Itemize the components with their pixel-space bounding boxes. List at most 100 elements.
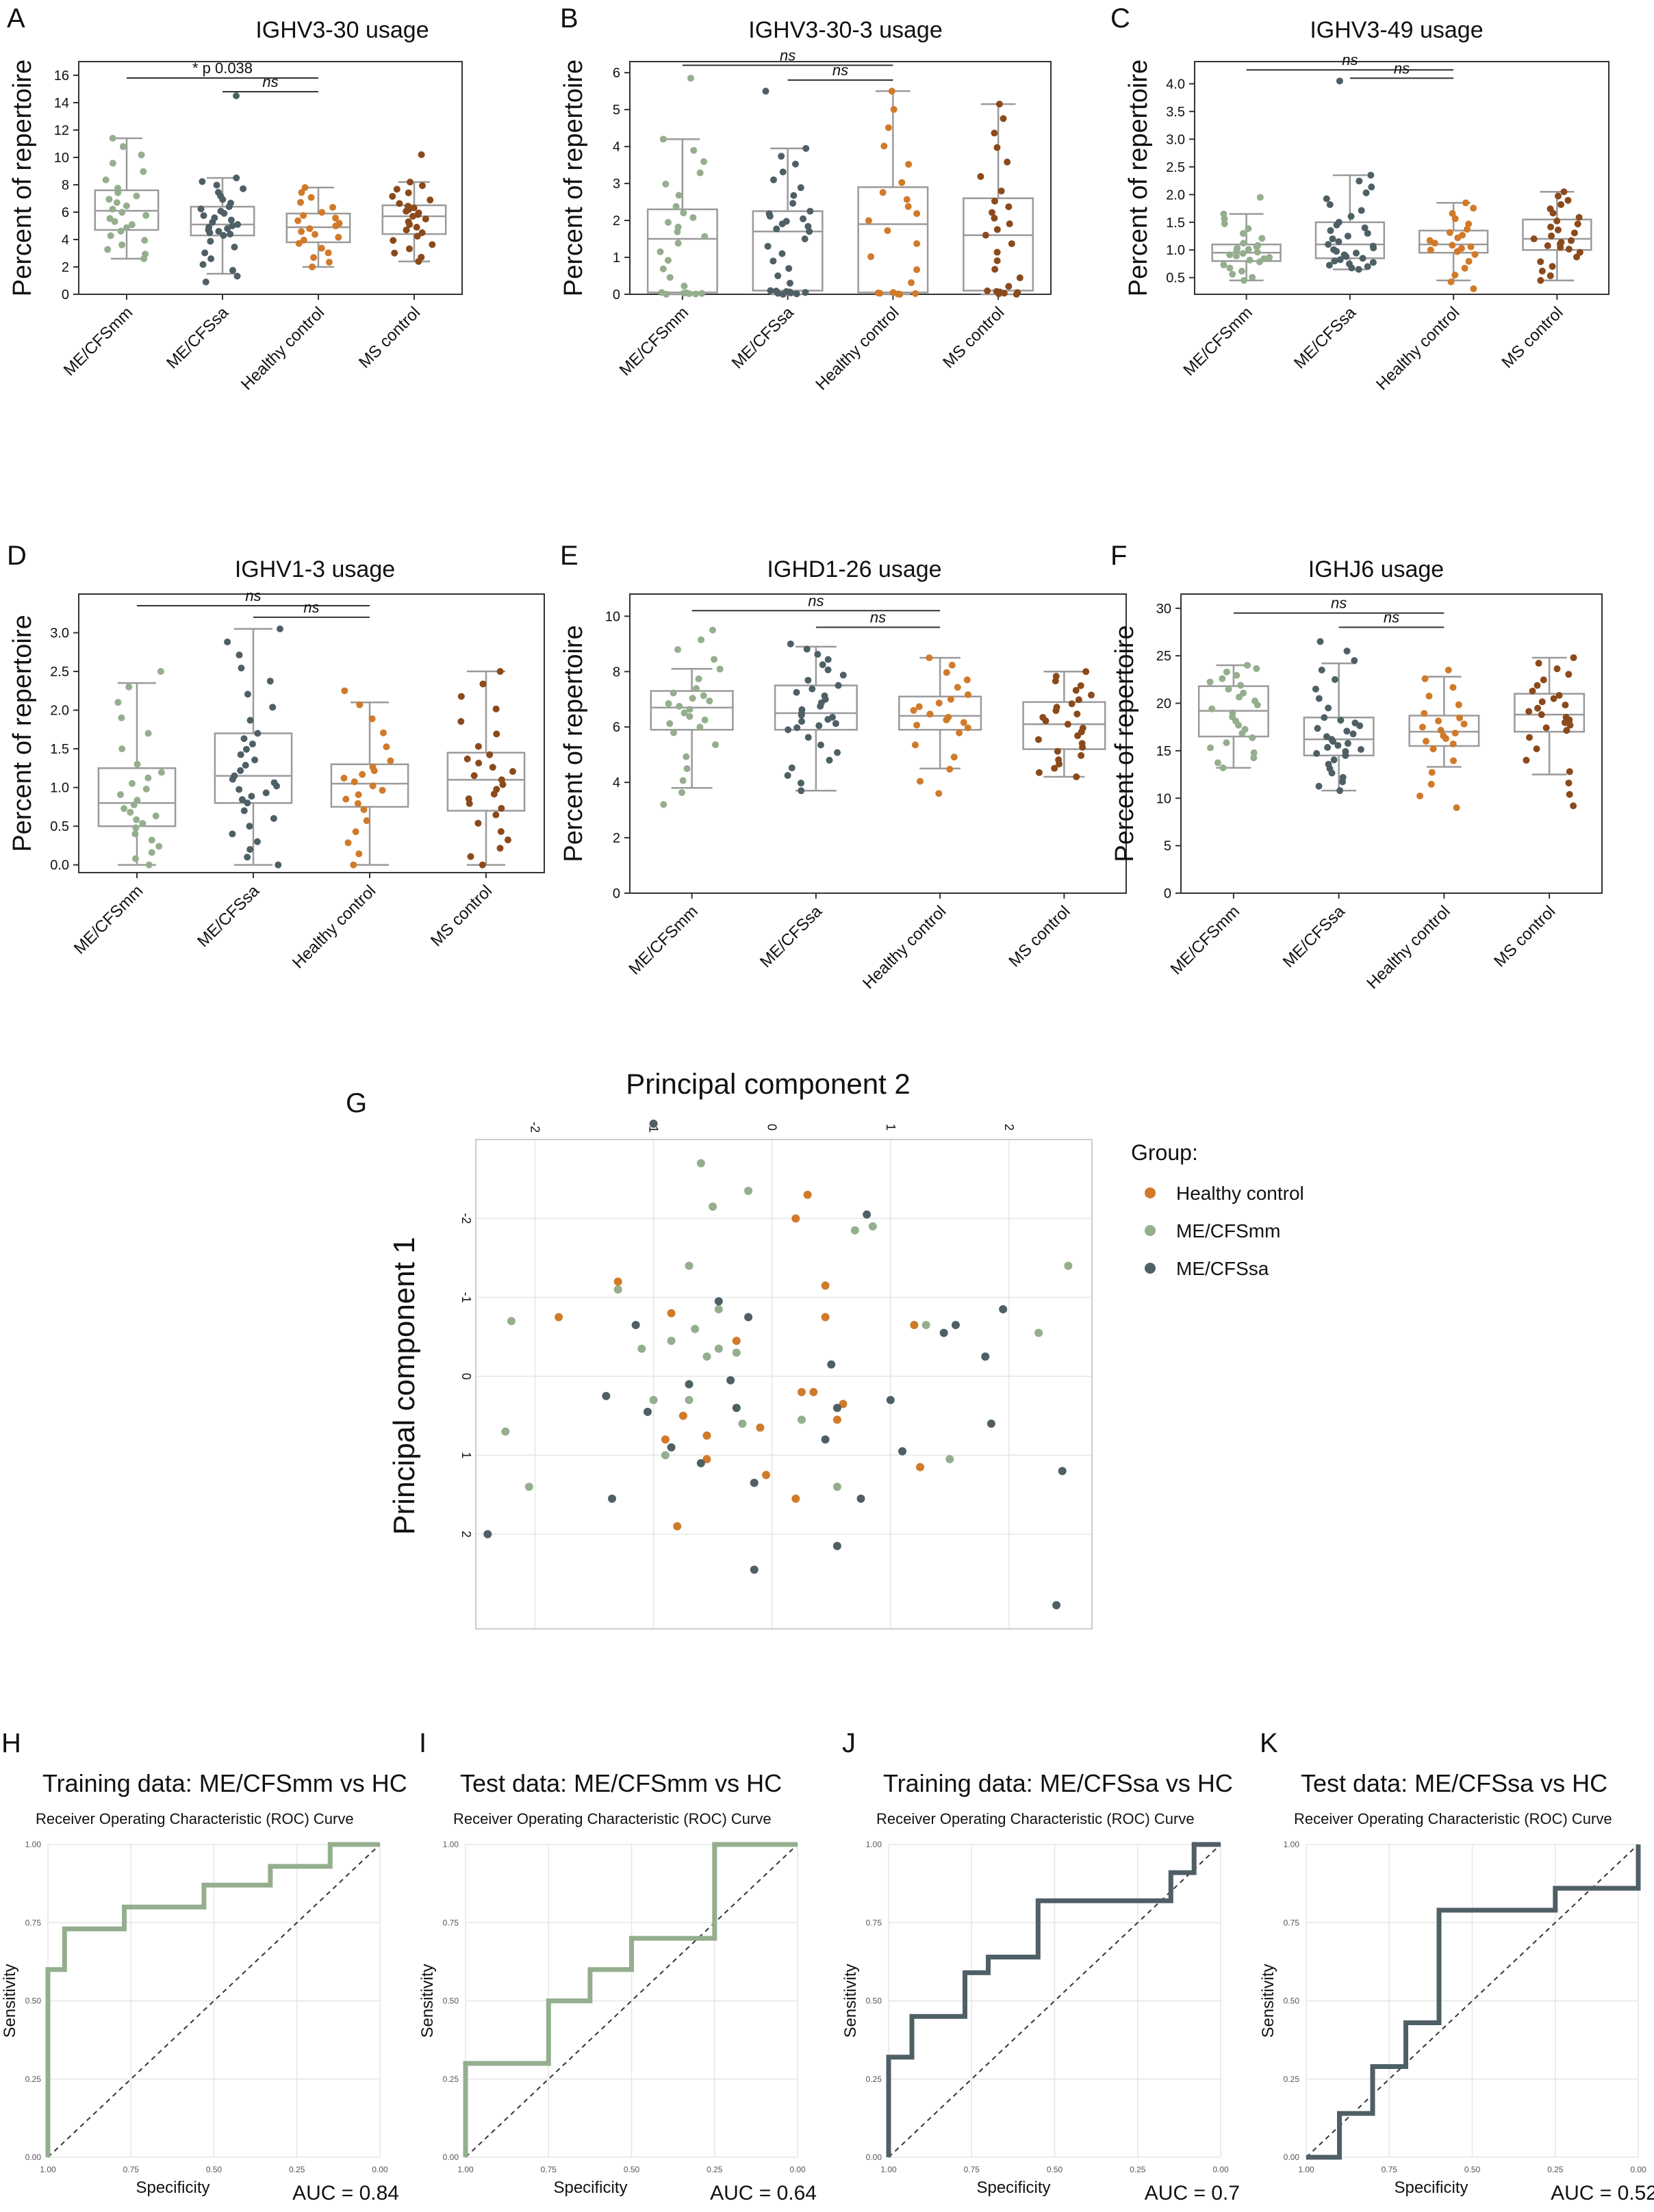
data-point (133, 797, 141, 804)
data-point (1416, 792, 1424, 799)
data-point (835, 682, 842, 689)
data-point (410, 204, 418, 211)
panel-letter: D (7, 541, 27, 571)
data-point (144, 774, 152, 782)
data-point (965, 691, 972, 699)
data-point (1234, 244, 1241, 252)
data-point (1421, 675, 1429, 682)
y-tick-label: 0.25 (25, 2074, 42, 2084)
data-point (148, 836, 155, 844)
panel-j: J Training data: ME/CFSsa vs HC Receiver O… (841, 1728, 1240, 2204)
data-point (698, 290, 706, 297)
data-point (913, 721, 921, 729)
significance-label: ns (245, 587, 261, 604)
data-point (943, 669, 950, 676)
data-point (1537, 276, 1544, 284)
box-2 (1314, 77, 1386, 273)
data-point (359, 771, 366, 778)
data-point (242, 745, 250, 753)
data-point (405, 189, 412, 196)
data-point (240, 185, 247, 192)
data-point (982, 231, 989, 239)
data-point (797, 1388, 806, 1397)
data-point (613, 1277, 622, 1286)
data-point (667, 1309, 676, 1317)
legend-title: Group: (1131, 1140, 1198, 1165)
data-point (507, 1317, 516, 1326)
data-point (1471, 250, 1479, 258)
data-point (809, 685, 816, 693)
data-point (788, 764, 796, 771)
data-point (1549, 263, 1556, 270)
chart-title: Test data: ME/CFSmm vs HC (460, 1769, 782, 1797)
panel-letter: K (1260, 1728, 1278, 1758)
data-point (1051, 764, 1058, 772)
data-point (148, 849, 155, 856)
data-point (145, 861, 153, 869)
data-point (804, 734, 812, 741)
data-point (1233, 253, 1240, 260)
data-point (1336, 787, 1344, 795)
data-point (509, 768, 517, 775)
box-iqr (1514, 693, 1586, 733)
x-tick-label: 1.00 (457, 2165, 474, 2174)
data-point (214, 189, 222, 196)
data-point (798, 787, 805, 795)
box-3 (1408, 666, 1480, 812)
data-point (240, 735, 248, 743)
data-point (1562, 702, 1569, 709)
x-tick-label: 0.25 (289, 2165, 305, 2174)
data-point (991, 266, 999, 273)
box-2 (214, 625, 293, 869)
y-tick-label: 1.00 (866, 1840, 882, 1849)
data-point (1323, 195, 1330, 203)
data-point (1525, 708, 1533, 715)
data-point (276, 625, 283, 632)
data-point (821, 1281, 830, 1290)
data-point (1564, 196, 1572, 204)
data-point (732, 1404, 741, 1413)
data-point (1447, 278, 1455, 285)
y-tick-label: 1.0 (50, 781, 69, 796)
data-point (236, 786, 243, 793)
data-point (692, 290, 700, 298)
data-point (483, 1530, 492, 1539)
x-tick-label: ME/CFSsa (1280, 902, 1349, 972)
y-axis-label: Percent of repertoire (559, 60, 588, 296)
data-point (1458, 244, 1465, 252)
data-point (964, 724, 971, 732)
data-point (1418, 723, 1426, 731)
data-point (698, 636, 705, 643)
data-point (680, 709, 688, 717)
data-point (832, 720, 839, 728)
data-point (236, 652, 243, 659)
significance-label: ns (1384, 609, 1399, 626)
data-point (732, 1337, 741, 1346)
data-point (344, 839, 352, 847)
x-tick-label: MS control (1498, 303, 1566, 372)
data-point (119, 143, 127, 151)
data-point (643, 1407, 652, 1416)
data-point (227, 216, 235, 224)
data-point (246, 846, 254, 853)
data-point (945, 1455, 954, 1464)
data-point (804, 222, 812, 230)
significance-label: ns (808, 592, 824, 609)
data-point (106, 215, 114, 222)
data-point (1226, 251, 1234, 259)
y-tick-label: 0.50 (25, 1996, 42, 2006)
data-point (498, 805, 505, 812)
y-tick-label: 0.25 (866, 2074, 882, 2084)
x-tick-label: 0 (765, 1124, 779, 1131)
data-point (233, 272, 241, 280)
data-point (238, 796, 246, 803)
y-tick-label: 0.0 (50, 858, 69, 873)
data-point (865, 217, 872, 224)
data-point (251, 756, 259, 764)
data-point (785, 265, 793, 272)
data-point (687, 75, 695, 82)
data-point (1566, 721, 1574, 729)
data-point (821, 692, 828, 699)
data-point (1538, 698, 1546, 706)
box-4 (963, 101, 1034, 298)
